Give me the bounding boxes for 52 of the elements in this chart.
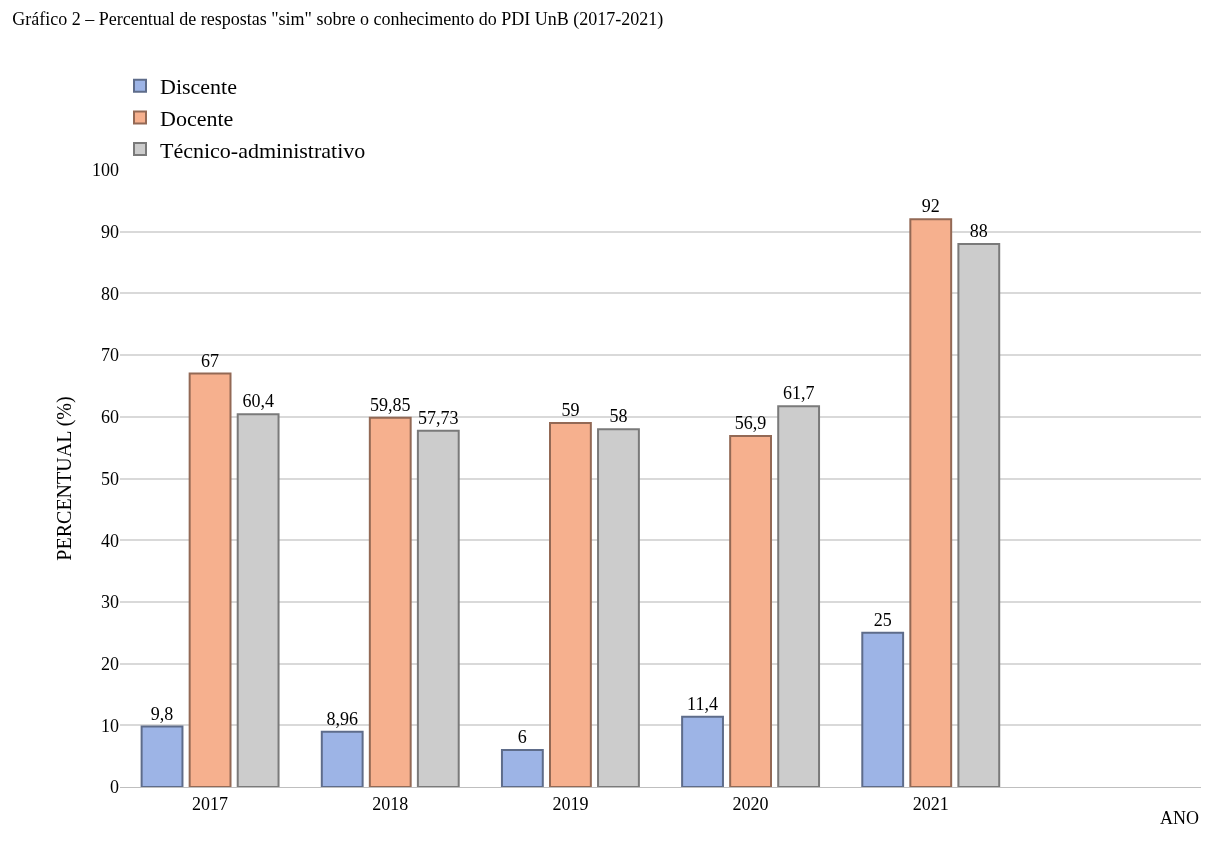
- y-tick-label: 100: [92, 160, 119, 181]
- data-label: 67: [201, 350, 220, 371]
- data-label: 11,4: [687, 693, 718, 714]
- x-tick-label: 2021: [912, 793, 949, 814]
- legend-label: Discente: [160, 74, 237, 100]
- y-tick-label: 70: [101, 345, 119, 366]
- data-label: 58: [609, 406, 628, 427]
- x-tick-label: 2020: [732, 793, 769, 814]
- bar: [140, 725, 184, 787]
- y-axis-title: PERCENTUAL (%): [52, 396, 76, 561]
- data-label: 59,85: [370, 394, 411, 415]
- bar: [236, 413, 280, 787]
- data-label: 88: [969, 221, 988, 242]
- y-tick-label: 0: [110, 777, 119, 798]
- y-tick-label: 30: [101, 592, 119, 613]
- data-label: 57,73: [418, 407, 459, 428]
- y-tick-label: 90: [101, 222, 119, 242]
- data-label: 60,4: [242, 391, 274, 412]
- chart-title: Gráfico 2 – Percentual de respostas "sim" sobre o conhecimento do PDI UnB (2017-2021): [12, 9, 664, 31]
- y-tick-label: 20: [101, 653, 119, 674]
- data-label: 6: [517, 726, 527, 747]
- data-label: 61,7: [782, 383, 815, 404]
- y-tick-label: 10: [101, 715, 119, 736]
- bar: [729, 434, 772, 787]
- bar: [368, 416, 412, 787]
- y-tick-label: 80: [101, 283, 119, 304]
- legend-label: Técnico-administrativo: [160, 137, 366, 163]
- data-label: 56,9: [734, 412, 767, 433]
- bar: [777, 405, 821, 787]
- data-label: 25: [873, 609, 892, 630]
- y-tick-label: 60: [101, 407, 119, 428]
- x-tick-label: 2018: [372, 793, 409, 814]
- bar: [549, 421, 592, 787]
- bar: [957, 243, 1001, 787]
- y-tick-label: 40: [101, 530, 119, 551]
- x-tick-label: 2017: [192, 793, 229, 814]
- data-label: 92: [921, 196, 940, 217]
- bar: [861, 631, 905, 787]
- legend-label: Docente: [160, 105, 234, 131]
- bar: [320, 730, 364, 787]
- bar: [500, 748, 544, 787]
- data-label: 59: [561, 399, 580, 420]
- x-axis-title: ANO: [1160, 808, 1199, 828]
- bar: [909, 218, 953, 787]
- data-label: 8,96: [326, 708, 358, 729]
- x-tick-label: 2019: [552, 793, 589, 814]
- bar: [416, 429, 460, 787]
- bar: [597, 428, 640, 787]
- bar: [188, 372, 232, 787]
- bar: [681, 715, 724, 787]
- y-tick-label: 50: [101, 468, 119, 489]
- data-label: 9,8: [150, 703, 174, 724]
